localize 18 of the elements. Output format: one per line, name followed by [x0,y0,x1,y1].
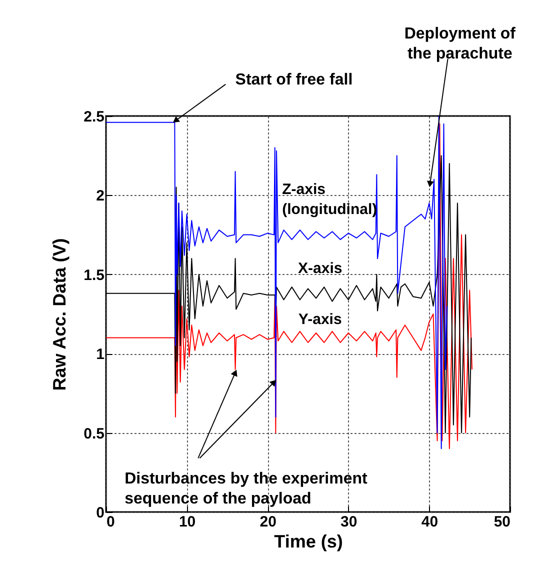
y-tick-label: 1.5 [84,266,104,284]
y-tick-label: 2.5 [84,108,104,126]
x-tick-label: 50 [494,514,510,530]
x-tick-label: 30 [340,514,358,530]
annotation: Start of free fall [235,72,353,89]
annotation: Disturbances by the experiment sequence of the payload [124,470,368,508]
y-tick-label: 1 [96,346,104,364]
y-tick-label: 2 [96,188,104,205]
x-axis-title: Time (s) [274,532,343,552]
y-axis-title: Raw Acc. Data (V) [50,238,70,391]
y-tick-label: 0.5 [84,425,104,442]
series-label: Y-axis [298,310,342,328]
annotation: Deployment of the parachute [404,26,516,63]
x-tick-label: 20 [260,514,276,530]
series-label: X-axis [298,260,342,278]
x-tick-label: 0 [106,514,115,530]
x-tick-label: 40 [421,514,438,530]
x-tick-label: 10 [178,514,196,530]
